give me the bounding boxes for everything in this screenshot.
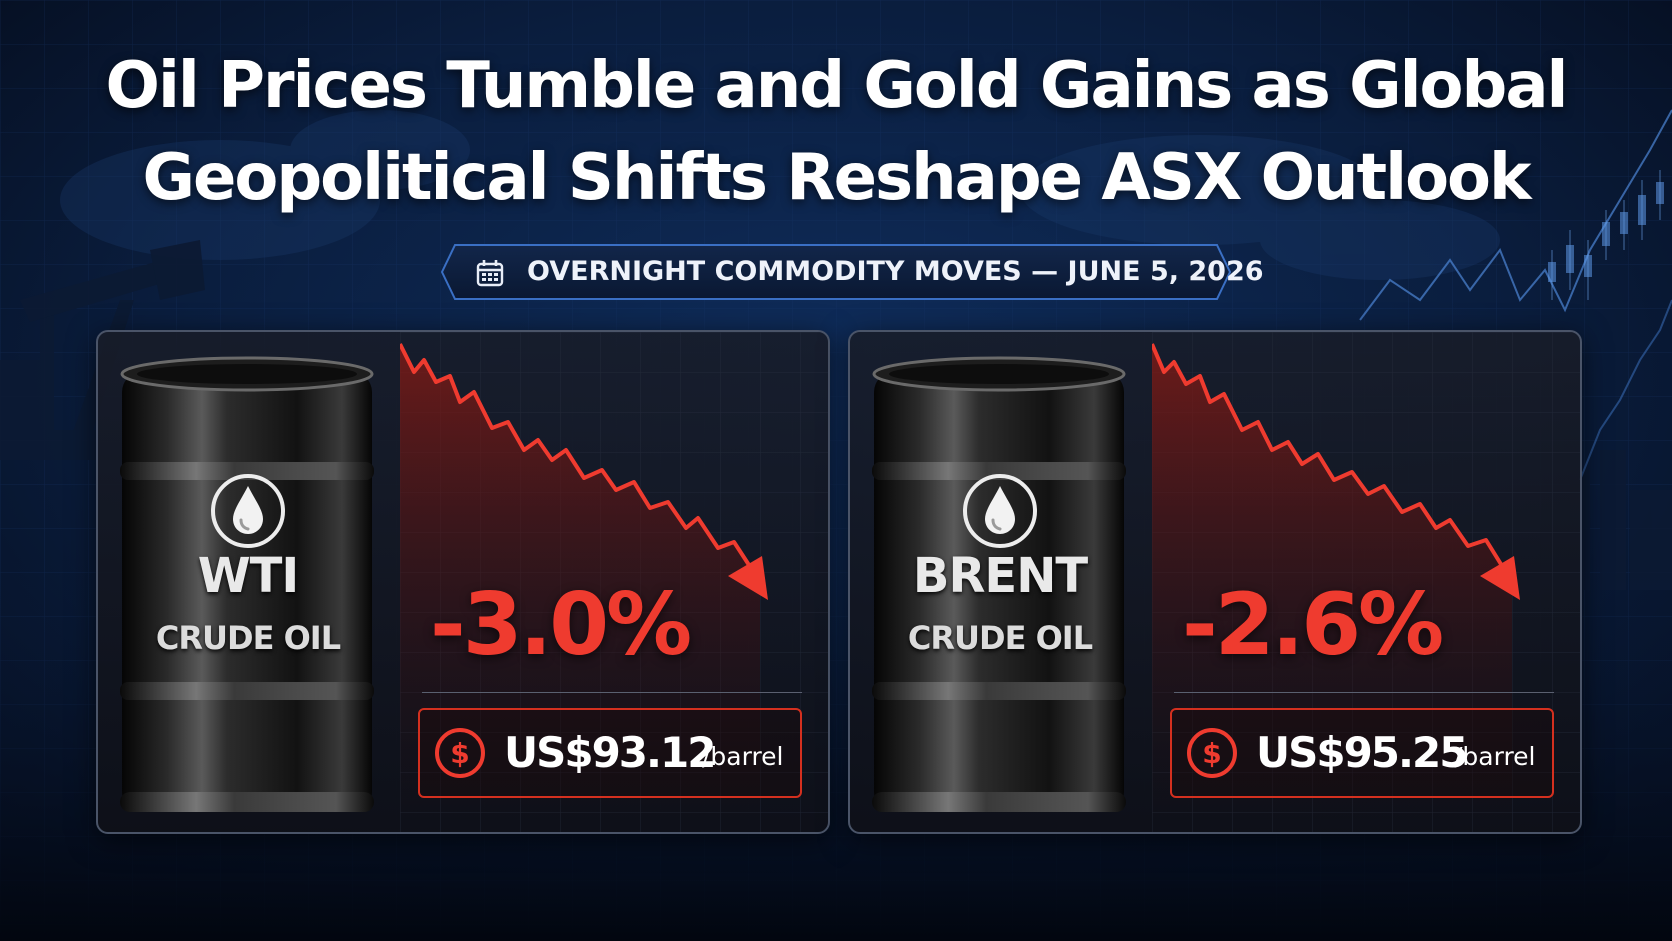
wti-trend-fill <box>400 344 760 832</box>
dollar-icon: $ <box>1187 728 1237 778</box>
wti-divider <box>422 692 802 693</box>
oil-drop-icon <box>963 474 1037 548</box>
brent-barrel-image <box>872 356 1126 812</box>
wti-trend-line <box>400 343 762 584</box>
headline-line-1: Oil Prices Tumble and Gold Gains as Glob… <box>105 49 1569 123</box>
wti-name: WTI <box>197 548 300 604</box>
brent-panel: BRENT CRUDE OIL -2.6% <box>848 330 1582 834</box>
brent-divider <box>1174 692 1554 693</box>
date-banner: OVERNIGHT COMMODITY MOVES — JUNE 5, 2026 <box>441 244 1264 300</box>
headline-line-2: Geopolitical Shifts Reshape ASX Outlook <box>142 141 1531 215</box>
wti-barrel-image <box>120 356 374 812</box>
calendar-icon <box>476 260 504 287</box>
wti-panel: WTI CRUDE OIL -3.0% <box>96 330 830 834</box>
svg-text:$: $ <box>1202 737 1221 770</box>
brent-name: BRENT <box>912 548 1088 604</box>
wti-arrowhead <box>728 556 768 600</box>
brent-trend-line <box>1152 343 1514 584</box>
wti-price-box: $ US$93.12 /barrel <box>418 708 802 798</box>
brent-subtitle: CRUDE OIL <box>907 619 1093 657</box>
wti-downtrend-chart <box>400 332 828 832</box>
wti-change-percent: -3.0% <box>430 575 692 675</box>
brent-price-box: $ US$95.25 /barrel <box>1170 708 1554 798</box>
oil-drop-icon <box>211 474 285 548</box>
brent-price: US$95.25 <box>1256 728 1468 777</box>
wti-price-unit: /barrel <box>702 742 784 771</box>
banner-text: OVERNIGHT COMMODITY MOVES — JUNE 5, 2026 <box>527 256 1264 287</box>
brent-downtrend-chart <box>1152 332 1580 832</box>
brent-trend-fill <box>1152 344 1512 832</box>
brent-arrowhead <box>1480 556 1520 600</box>
brent-price-unit: /barrel <box>1454 742 1536 771</box>
dollar-icon: $ <box>435 728 485 778</box>
wti-subtitle: CRUDE OIL <box>155 619 341 657</box>
banner-frame <box>441 244 1231 300</box>
wti-trend-area: -3.0% $ US$93.12 /barrel <box>400 332 828 832</box>
wti-price: US$93.12 <box>504 728 716 777</box>
brent-change-percent: -2.6% <box>1182 575 1444 675</box>
brent-trend-area: -2.6% $ US$95.25 /barrel <box>1152 332 1580 832</box>
svg-text:$: $ <box>450 737 469 770</box>
